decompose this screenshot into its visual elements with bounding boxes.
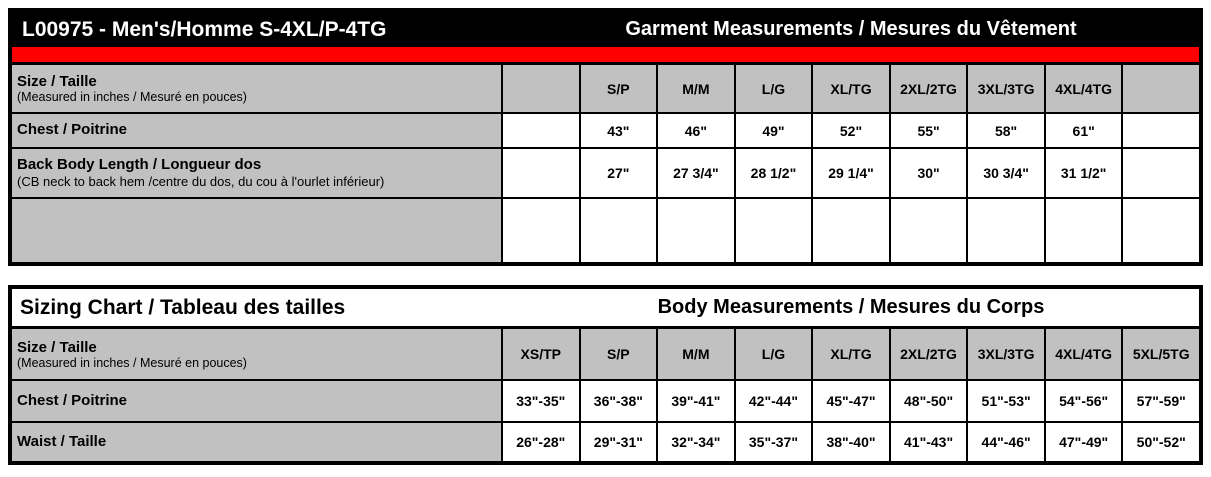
- garment-chest-value-cell: [1123, 114, 1199, 147]
- garment-size-header-cell: M/M: [658, 65, 734, 112]
- sizing-chest-value-cell: 45"-47": [813, 381, 889, 421]
- garment-empty-cell: [580, 199, 657, 262]
- garment-back-length-value-cell: 29 1/4": [813, 149, 889, 197]
- garment-size-header-cell: L/G: [735, 65, 812, 112]
- garment-empty-cell: [503, 199, 579, 262]
- sizing-waist-value-cell: 29"-31": [580, 423, 657, 461]
- garment-empty-cell: [968, 199, 1044, 262]
- sizing-chest-value-cell: 36"-38": [580, 381, 657, 421]
- garment-back-length-label-cell: Back Body Length / Longueur dos (CB neck…: [12, 149, 501, 197]
- garment-chest-label-cell: Chest / Poitrine: [12, 114, 501, 147]
- sizing-size-header-cell: XL/TG: [813, 329, 889, 379]
- body-measurements-title: Body Measurements / Mesures du Corps: [657, 296, 1045, 318]
- sizing-waist-value-cell: 44"-46": [968, 423, 1044, 461]
- garment-empty-cell: [813, 199, 889, 262]
- garment-chest-value-cell: 43": [580, 114, 657, 147]
- red-accent-bar: [12, 47, 1199, 65]
- size-label: Size / Taille: [17, 338, 97, 356]
- sizing-size-header-cell: 3XL/3TG: [968, 329, 1044, 379]
- sizing-chest-value-cell: 57"-59": [1123, 381, 1199, 421]
- sizing-chest-value-cell: 48"-50": [890, 381, 967, 421]
- garment-chest-value-cell: 58": [968, 114, 1044, 147]
- sizing-size-header-cell: 4XL/4TG: [1045, 329, 1122, 379]
- sizing-chest-value-cell: 39"-41": [658, 381, 734, 421]
- garment-size-header-cell: [503, 65, 579, 112]
- garment-size-header-cell: S/P: [580, 65, 657, 112]
- sizing-waist-value-cell: 38"-40": [813, 423, 889, 461]
- size-unit-note: (Measured in inches / Mesuré en pouces): [17, 355, 247, 370]
- sizing-chart-title: Sizing Chart / Tableau des tailles: [20, 296, 346, 319]
- chest-label: Chest / Poitrine: [17, 391, 128, 409]
- sizing-size-header-cell: M/M: [658, 329, 734, 379]
- garment-chest-value-cell: 61": [1045, 114, 1122, 147]
- sizing-chest-label-cell: Chest / Poitrine: [12, 381, 501, 421]
- garment-back-length-value-cell: [1123, 149, 1199, 197]
- sizing-table-header: Sizing Chart / Tableau des tailles Body …: [12, 289, 1199, 329]
- sizing-size-label-cell: Size / Taille (Measured in inches / Mesu…: [12, 329, 501, 379]
- garment-back-length-value-cell: 27 3/4": [658, 149, 734, 197]
- sizing-grid: Size / Taille (Measured in inches / Mesu…: [12, 329, 1199, 461]
- garment-measurements-title: Garment Measurements / Mesures du Vêteme…: [625, 18, 1077, 40]
- back-length-label: Back Body Length / Longueur dos: [17, 156, 262, 174]
- garment-chest-value-cell: 46": [658, 114, 734, 147]
- garment-size-header-cell: XL/TG: [813, 65, 889, 112]
- garment-back-length-value-cell: [503, 149, 579, 197]
- garment-grid: Size / Taille (Measured in inches / Mesu…: [12, 65, 1199, 262]
- garment-chest-value-cell: 49": [735, 114, 812, 147]
- garment-chest-value-cell: 52": [813, 114, 889, 147]
- garment-size-label-cell: Size / Taille (Measured in inches / Mesu…: [12, 65, 501, 112]
- garment-empty-cell: [658, 199, 734, 262]
- sizing-chest-value-cell: 54"-56": [1045, 381, 1122, 421]
- garment-empty-cell: [1123, 199, 1199, 262]
- garment-empty-cell: [1045, 199, 1122, 262]
- sizing-waist-value-cell: 50"-52": [1123, 423, 1199, 461]
- garment-empty-label-cell: [12, 199, 501, 262]
- size-label: Size / Taille: [17, 73, 97, 90]
- sizing-size-header-cell: 2XL/2TG: [890, 329, 967, 379]
- body-measurements-table: Sizing Chart / Tableau des tailles Body …: [8, 285, 1203, 465]
- garment-size-header-cell: 3XL/3TG: [968, 65, 1044, 112]
- sizing-chest-value-cell: 51"-53": [968, 381, 1044, 421]
- garment-empty-cell: [735, 199, 812, 262]
- sizing-chest-value-cell: 33"-35": [503, 381, 579, 421]
- garment-size-header-cell: 2XL/2TG: [890, 65, 967, 112]
- garment-back-length-value-cell: 30 3/4": [968, 149, 1044, 197]
- sizing-waist-value-cell: 26"-28": [503, 423, 579, 461]
- garment-back-length-value-cell: 31 1/2": [1045, 149, 1122, 197]
- sizing-size-header-cell: S/P: [580, 329, 657, 379]
- garment-measurements-table: L00975 - Men's/Homme S-4XL/P-4TG Garment…: [8, 8, 1203, 266]
- sizing-size-header-cell: XS/TP: [503, 329, 579, 379]
- sizing-size-header-cell: L/G: [735, 329, 812, 379]
- garment-empty-cell: [890, 199, 967, 262]
- garment-size-header-cell: 4XL/4TG: [1045, 65, 1122, 112]
- product-code-title: L00975 - Men's/Homme S-4XL/P-4TG: [22, 18, 387, 41]
- garment-back-length-value-cell: 28 1/2": [735, 149, 812, 197]
- garment-table-header: L00975 - Men's/Homme S-4XL/P-4TG Garment…: [12, 12, 1199, 47]
- chest-label: Chest / Poitrine: [17, 121, 128, 139]
- garment-chest-value-cell: 55": [890, 114, 967, 147]
- garment-size-header-cell: [1123, 65, 1199, 112]
- sizing-waist-label-cell: Waist / Taille: [12, 423, 501, 461]
- sizing-waist-value-cell: 41"-43": [890, 423, 967, 461]
- garment-chest-value-cell: [503, 114, 579, 147]
- sizing-waist-value-cell: 35"-37": [735, 423, 812, 461]
- sizing-waist-value-cell: 32"-34": [658, 423, 734, 461]
- sizing-waist-value-cell: 47"-49": [1045, 423, 1122, 461]
- sizing-chest-value-cell: 42"-44": [735, 381, 812, 421]
- waist-label: Waist / Taille: [17, 432, 107, 450]
- size-unit-note: (Measured in inches / Mesuré en pouces): [17, 90, 247, 104]
- back-length-note: (CB neck to back hem /centre du dos, du …: [17, 173, 385, 189]
- sizing-size-header-cell: 5XL/5TG: [1123, 329, 1199, 379]
- garment-back-length-value-cell: 27": [580, 149, 657, 197]
- garment-back-length-value-cell: 30": [890, 149, 967, 197]
